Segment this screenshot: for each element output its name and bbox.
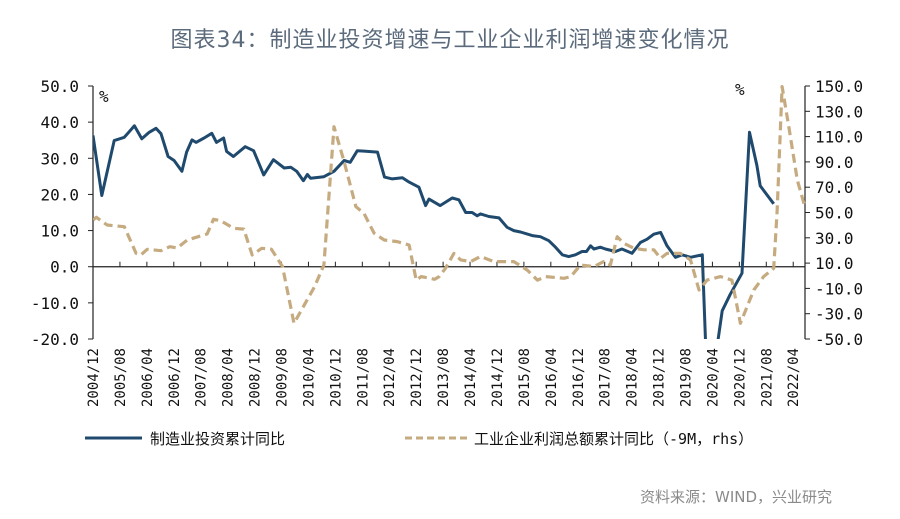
x-tick-label: 2008/12 xyxy=(248,348,264,407)
x-tick-label: 2012/04 xyxy=(382,348,398,407)
right-tick-label: 130.0 xyxy=(815,102,863,121)
left-tick-label: 10.0 xyxy=(40,222,79,241)
x-tick-label: 2019/08 xyxy=(678,348,694,407)
x-tick-label: 2009/08 xyxy=(275,348,291,407)
right-tick-label: 110.0 xyxy=(815,128,863,147)
x-tick-label: 2010/12 xyxy=(328,348,344,407)
left-axis-unit: % xyxy=(99,87,109,106)
x-tick-label: 2013/08 xyxy=(436,348,452,407)
x-tick-label: 2020/12 xyxy=(732,348,748,407)
x-tick-label: 2005/08 xyxy=(113,348,129,407)
left-tick-label: 50.0 xyxy=(40,77,79,96)
x-tick-label: 2017/08 xyxy=(598,348,614,407)
series-line-manufacturing-investment xyxy=(93,124,775,339)
x-tick-label: 2004/12 xyxy=(86,348,102,407)
right-tick-label: -10.0 xyxy=(815,279,863,298)
x-tick-label: 2022/04 xyxy=(786,348,802,407)
x-tick-label: 2015/08 xyxy=(517,348,533,407)
legend-label-manufacturing-investment: 制造业投资累计同比 xyxy=(150,430,285,448)
x-tick-label: 2014/12 xyxy=(490,348,506,407)
x-tick-label: 2011/08 xyxy=(355,348,371,407)
source-note: 资料来源：WIND，兴业研究 xyxy=(640,488,833,506)
right-tick-label: 70.0 xyxy=(815,178,854,197)
left-tick-label: -20.0 xyxy=(31,330,79,349)
x-tick-label: 2018/04 xyxy=(625,348,641,407)
right-tick-label: 90.0 xyxy=(815,153,854,172)
left-tick-label: 20.0 xyxy=(40,185,79,204)
right-tick-label: 150.0 xyxy=(815,77,863,96)
right-axis-unit: % xyxy=(735,80,745,99)
right-tick-label: 50.0 xyxy=(815,204,854,223)
left-tick-label: 30.0 xyxy=(40,149,79,168)
x-tick-label: 2007/08 xyxy=(194,348,210,407)
right-tick-label: 30.0 xyxy=(815,229,854,248)
x-tick-label: 2006/04 xyxy=(140,348,156,407)
right-tick-label: 10.0 xyxy=(815,254,854,273)
chart-title: 图表34：制造业投资增速与工业企业利润增速变化情况 xyxy=(170,28,730,53)
x-tick-label: 2020/04 xyxy=(705,348,721,407)
x-tick-label: 2018/12 xyxy=(652,348,668,407)
x-tick-label: 2008/04 xyxy=(221,348,237,407)
x-tick-label: 2012/12 xyxy=(409,348,425,407)
series-line-industrial-profit xyxy=(93,85,807,325)
x-tick-label: 2016/04 xyxy=(544,348,560,407)
x-tick-label: 2016/12 xyxy=(571,348,587,407)
x-tick-label: 2006/12 xyxy=(167,348,183,407)
right-tick-label: -50.0 xyxy=(815,330,863,349)
x-tick-label: 2021/08 xyxy=(759,348,775,407)
legend-label-industrial-profit: 工业企业利润总额累计同比（-9M，rhs） xyxy=(474,430,753,448)
left-tick-label: 0.0 xyxy=(50,258,79,277)
x-tick-label: 2010/04 xyxy=(301,348,317,407)
left-tick-label: 40.0 xyxy=(40,113,79,132)
left-tick-label: -10.0 xyxy=(31,294,79,313)
right-tick-label: -30.0 xyxy=(815,305,863,324)
x-tick-label: 2014/04 xyxy=(463,348,479,407)
